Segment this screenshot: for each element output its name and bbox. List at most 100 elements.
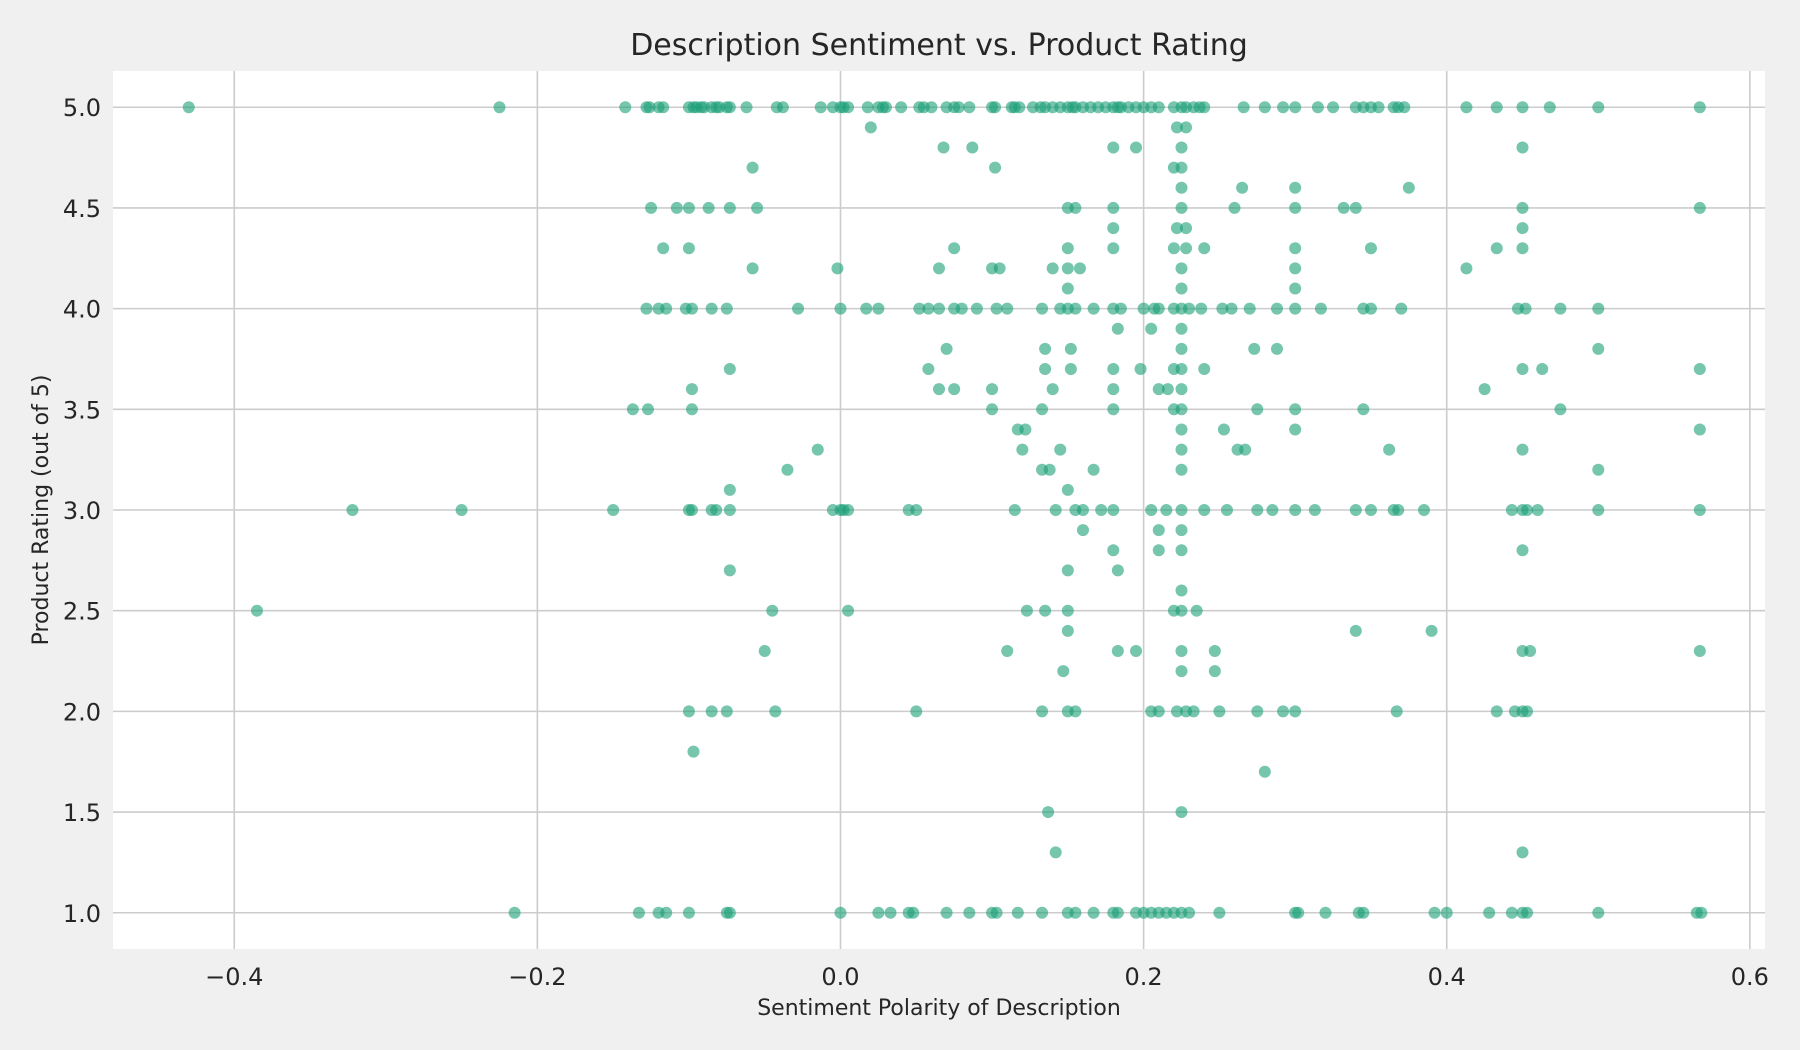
- data-point: [872, 906, 885, 919]
- data-point: [963, 906, 976, 919]
- data-point: [1357, 403, 1370, 416]
- data-point: [1516, 222, 1529, 235]
- data-point: [1183, 302, 1196, 315]
- data-point: [1390, 705, 1403, 718]
- x-tick-label: 0.0: [821, 963, 859, 991]
- data-point: [1483, 906, 1496, 919]
- data-point: [948, 383, 961, 396]
- data-point: [766, 604, 779, 617]
- data-point: [645, 201, 658, 214]
- x-axis-label: Sentiment Polarity of Description: [757, 996, 1121, 1021]
- data-point: [1175, 322, 1188, 335]
- data-point: [1170, 222, 1183, 235]
- x-tick-label: 0.6: [1731, 963, 1769, 991]
- data-point: [993, 262, 1006, 275]
- data-point: [1049, 504, 1062, 516]
- data-point: [682, 201, 695, 214]
- data-point: [1145, 322, 1158, 335]
- data-point: [1170, 121, 1183, 134]
- data-point: [842, 604, 855, 617]
- data-point: [1198, 363, 1211, 376]
- data-point: [1198, 101, 1211, 114]
- data-point: [1383, 443, 1396, 456]
- data-point: [1152, 383, 1165, 396]
- data-point: [1049, 846, 1062, 859]
- data-point: [1364, 302, 1377, 315]
- data-point: [1107, 201, 1120, 214]
- data-point: [1349, 504, 1362, 516]
- data-point: [1175, 504, 1188, 516]
- data-point: [1289, 705, 1302, 718]
- x-tick-label: 0.2: [1125, 963, 1163, 991]
- data-point: [182, 101, 195, 114]
- data-point: [1064, 342, 1077, 355]
- data-point: [1175, 524, 1188, 537]
- data-point: [1554, 302, 1567, 315]
- y-tick-label: 2.5: [63, 598, 101, 626]
- data-point: [626, 403, 639, 416]
- data-point: [1314, 302, 1327, 315]
- data-point: [811, 443, 824, 456]
- data-point: [1152, 101, 1165, 114]
- y-tick-label: 5.0: [63, 94, 101, 122]
- data-point: [660, 302, 673, 315]
- data-point: [1175, 282, 1188, 295]
- data-point: [1175, 584, 1188, 597]
- data-point: [1277, 101, 1290, 114]
- y-tick-label: 4.0: [63, 296, 101, 324]
- data-point: [1167, 242, 1180, 255]
- data-point: [1258, 765, 1271, 778]
- data-point: [1521, 906, 1534, 919]
- data-point: [1516, 101, 1529, 114]
- data-point: [1069, 906, 1082, 919]
- data-point: [1061, 242, 1074, 255]
- data-point: [720, 705, 733, 718]
- data-point: [895, 101, 908, 114]
- data-point: [1592, 463, 1605, 476]
- data-point: [1175, 806, 1188, 819]
- data-point: [1107, 383, 1120, 396]
- data-point: [607, 504, 620, 516]
- data-point: [922, 302, 935, 315]
- data-point: [1516, 544, 1529, 557]
- data-point: [1152, 524, 1165, 537]
- data-point: [1061, 282, 1074, 295]
- data-point: [1036, 403, 1049, 416]
- data-point: [1490, 705, 1503, 718]
- data-point: [1289, 181, 1302, 194]
- data-point: [1505, 906, 1518, 919]
- data-point: [746, 161, 759, 174]
- data-point: [643, 101, 656, 114]
- data-point: [1175, 141, 1188, 154]
- data-point: [1036, 705, 1049, 718]
- data-point: [1364, 242, 1377, 255]
- data-point: [1490, 101, 1503, 114]
- data-point: [685, 302, 698, 315]
- data-point: [1266, 504, 1279, 516]
- data-point: [1175, 262, 1188, 275]
- data-point: [1107, 544, 1120, 557]
- data-point: [1592, 504, 1605, 516]
- data-point: [1111, 906, 1124, 919]
- data-point: [1521, 705, 1534, 718]
- data-point: [1069, 201, 1082, 214]
- x-tick-labels: −0.4 −0.2 0.0 0.2 0.4 0.6: [205, 963, 1769, 991]
- data-point: [1516, 443, 1529, 456]
- data-point: [940, 342, 953, 355]
- data-point: [455, 504, 468, 516]
- data-point: [1292, 906, 1305, 919]
- data-point: [1592, 302, 1605, 315]
- data-point: [814, 101, 827, 114]
- data-point: [657, 242, 670, 255]
- data-point: [1175, 161, 1188, 174]
- data-point: [1248, 342, 1261, 355]
- data-point: [1592, 906, 1605, 919]
- data-point: [758, 644, 771, 657]
- data-point: [1398, 101, 1411, 114]
- data-point: [1372, 101, 1385, 114]
- y-tick-label: 2.0: [63, 698, 101, 726]
- data-point: [1175, 363, 1188, 376]
- data-point: [1111, 322, 1124, 335]
- data-point: [1107, 504, 1120, 516]
- data-point: [1134, 363, 1147, 376]
